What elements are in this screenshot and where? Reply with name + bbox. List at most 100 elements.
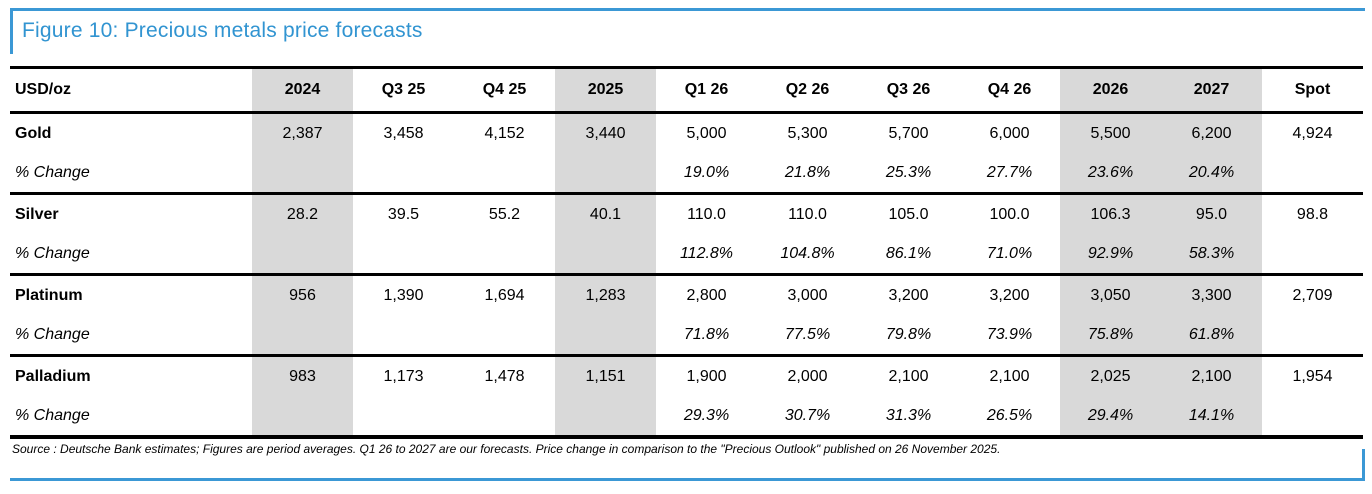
pct-cell bbox=[353, 315, 454, 354]
pct-cell bbox=[353, 234, 454, 273]
price-cell: 4,152 bbox=[484, 124, 525, 142]
pct-cell: 30.7% bbox=[784, 406, 831, 424]
column-header-2026: 2026 bbox=[1060, 69, 1161, 111]
pct-cell bbox=[454, 396, 555, 435]
column-header-q1-26: Q1 26 bbox=[684, 81, 729, 98]
price-cell: 110.0 bbox=[687, 205, 726, 223]
pct-change-label: % Change bbox=[15, 244, 90, 262]
price-cell: 2,387 bbox=[252, 114, 353, 153]
pct-change-label: % Change bbox=[15, 163, 90, 181]
pct-cell bbox=[555, 396, 656, 435]
price-cell: 5,000 bbox=[686, 124, 727, 142]
price-cell: 5,700 bbox=[888, 124, 929, 142]
pct-cell bbox=[252, 234, 353, 273]
gold-price-row: Gold 2,387 3,458 4,152 3,440 5,000 5,300… bbox=[10, 114, 1363, 153]
pct-cell bbox=[454, 315, 555, 354]
pct-cell: 79.8% bbox=[885, 325, 932, 343]
price-cell: 1,173 bbox=[383, 367, 424, 385]
figure-title-block: Figure 10: Precious metals price forecas… bbox=[10, 8, 423, 54]
column-header-spot: Spot bbox=[1294, 81, 1331, 98]
pct-cell: 14.1% bbox=[1161, 396, 1262, 435]
price-cell: 1,694 bbox=[484, 286, 525, 304]
forecast-table: USD/oz 2024 Q3 25 Q4 25 2025 Q1 26 Q2 26… bbox=[10, 66, 1363, 439]
pct-cell: 92.9% bbox=[1060, 234, 1161, 273]
price-cell: 3,458 bbox=[383, 124, 424, 142]
pct-cell bbox=[252, 153, 353, 192]
top-accent-line bbox=[10, 8, 1365, 11]
metal-name-palladium: Palladium bbox=[15, 367, 91, 385]
price-cell: 105.0 bbox=[888, 205, 929, 223]
palladium-group: Palladium 983 1,173 1,478 1,151 1,900 2,… bbox=[10, 357, 1363, 439]
price-cell: 1,390 bbox=[383, 286, 424, 304]
price-cell: 100.0 bbox=[989, 205, 1030, 223]
metal-name-platinum: Platinum bbox=[15, 286, 83, 304]
bottom-accent-line bbox=[10, 478, 1365, 481]
source-note: Source : Deutsche Bank estimates; Figure… bbox=[12, 442, 1001, 456]
pct-cell bbox=[555, 153, 656, 192]
silver-price-row: Silver 28.2 39.5 55.2 40.1 110.0 110.0 1… bbox=[10, 195, 1363, 234]
pct-cell bbox=[454, 153, 555, 192]
price-cell: 55.2 bbox=[488, 205, 521, 223]
price-cell: 28.2 bbox=[252, 195, 353, 234]
price-cell: 2,100 bbox=[888, 367, 929, 385]
column-header-q4-25: Q4 25 bbox=[482, 81, 527, 98]
pct-cell: 27.7% bbox=[986, 163, 1033, 181]
price-cell: 2,025 bbox=[1060, 357, 1161, 396]
price-cell: 4,924 bbox=[1292, 124, 1333, 142]
metal-name-silver: Silver bbox=[15, 205, 59, 223]
pct-cell: 77.5% bbox=[784, 325, 831, 343]
price-cell: 5,500 bbox=[1060, 114, 1161, 153]
gold-pct-row: % Change 19.0% 21.8% 25.3% 27.7% 23.6% 2… bbox=[10, 153, 1363, 192]
price-cell: 1,151 bbox=[555, 357, 656, 396]
column-header-2025: 2025 bbox=[555, 69, 656, 111]
pct-cell bbox=[1262, 315, 1363, 354]
price-cell: 3,000 bbox=[787, 286, 828, 304]
pct-cell bbox=[353, 153, 454, 192]
price-cell: 2,800 bbox=[686, 286, 727, 304]
pct-cell bbox=[353, 396, 454, 435]
pct-cell: 86.1% bbox=[885, 244, 932, 262]
pct-cell: 23.6% bbox=[1060, 153, 1161, 192]
price-cell: 6,000 bbox=[989, 124, 1030, 142]
price-cell: 6,200 bbox=[1161, 114, 1262, 153]
price-cell: 98.8 bbox=[1296, 205, 1329, 223]
pct-cell: 26.5% bbox=[986, 406, 1033, 424]
silver-group: Silver 28.2 39.5 55.2 40.1 110.0 110.0 1… bbox=[10, 195, 1363, 276]
bottom-right-accent-stub bbox=[1362, 449, 1365, 478]
platinum-pct-row: % Change 71.8% 77.5% 79.8% 73.9% 75.8% 6… bbox=[10, 315, 1363, 354]
pct-cell bbox=[1262, 396, 1363, 435]
column-header-q3-26: Q3 26 bbox=[886, 81, 931, 98]
price-cell: 2,000 bbox=[787, 367, 828, 385]
pct-cell: 61.8% bbox=[1161, 315, 1262, 354]
price-cell: 1,283 bbox=[555, 276, 656, 315]
pct-cell bbox=[252, 396, 353, 435]
pct-cell: 29.4% bbox=[1060, 396, 1161, 435]
pct-cell bbox=[555, 315, 656, 354]
pct-cell: 104.8% bbox=[780, 244, 835, 262]
figure-title: Figure 10: Precious metals price forecas… bbox=[22, 19, 423, 42]
price-cell: 106.3 bbox=[1060, 195, 1161, 234]
pct-cell bbox=[252, 315, 353, 354]
price-cell: 2,100 bbox=[989, 367, 1030, 385]
price-cell: 95.0 bbox=[1161, 195, 1262, 234]
pct-cell bbox=[1262, 153, 1363, 192]
column-header-q2-26: Q2 26 bbox=[785, 81, 830, 98]
pct-cell: 31.3% bbox=[885, 406, 932, 424]
pct-cell bbox=[454, 234, 555, 273]
price-cell: 3,200 bbox=[888, 286, 929, 304]
price-cell: 3,050 bbox=[1060, 276, 1161, 315]
pct-cell bbox=[555, 234, 656, 273]
pct-cell: 112.8% bbox=[679, 244, 734, 262]
pct-cell: 58.3% bbox=[1161, 234, 1262, 273]
platinum-group: Platinum 956 1,390 1,694 1,283 2,800 3,0… bbox=[10, 276, 1363, 357]
price-cell: 110.0 bbox=[788, 205, 827, 223]
price-cell: 956 bbox=[252, 276, 353, 315]
column-header-q3-25: Q3 25 bbox=[381, 81, 426, 98]
metal-name-gold: Gold bbox=[15, 124, 52, 142]
pct-cell: 29.3% bbox=[683, 406, 730, 424]
price-cell: 39.5 bbox=[387, 205, 420, 223]
price-cell: 3,440 bbox=[555, 114, 656, 153]
price-cell: 1,900 bbox=[686, 367, 727, 385]
column-header-q4-26: Q4 26 bbox=[987, 81, 1032, 98]
